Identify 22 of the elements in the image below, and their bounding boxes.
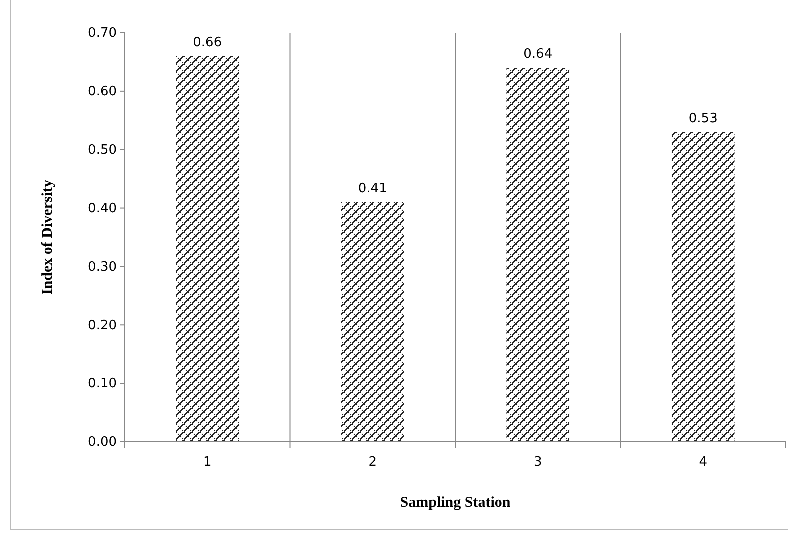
y-axis-title: Index of Diversity <box>40 180 56 295</box>
y-tick-label: 0.20 <box>88 318 117 334</box>
x-axis-title: Sampling Station <box>400 495 512 511</box>
y-tick-label: 0.60 <box>88 84 117 100</box>
x-tick-label: 4 <box>699 454 708 470</box>
y-tick-label: 0.30 <box>88 260 117 275</box>
bar <box>341 202 404 442</box>
data-label: 0.41 <box>358 181 388 196</box>
x-tick-label: 1 <box>203 454 212 470</box>
bar <box>506 68 570 442</box>
x-tick-label: 3 <box>534 454 542 470</box>
y-tick-label: 0.00 <box>88 435 117 450</box>
data-label: 0.64 <box>524 47 553 62</box>
y-tick-label: 0.10 <box>88 376 117 392</box>
bar <box>672 132 735 442</box>
y-tick-label: 0.70 <box>88 26 117 42</box>
x-tick-label: 2 <box>368 454 378 470</box>
data-label: 0.53 <box>688 111 718 126</box>
data-label: 0.66 <box>193 35 222 50</box>
y-tick-label: 0.40 <box>88 201 117 216</box>
bar <box>176 56 240 442</box>
y-tick-label: 0.50 <box>88 143 117 158</box>
